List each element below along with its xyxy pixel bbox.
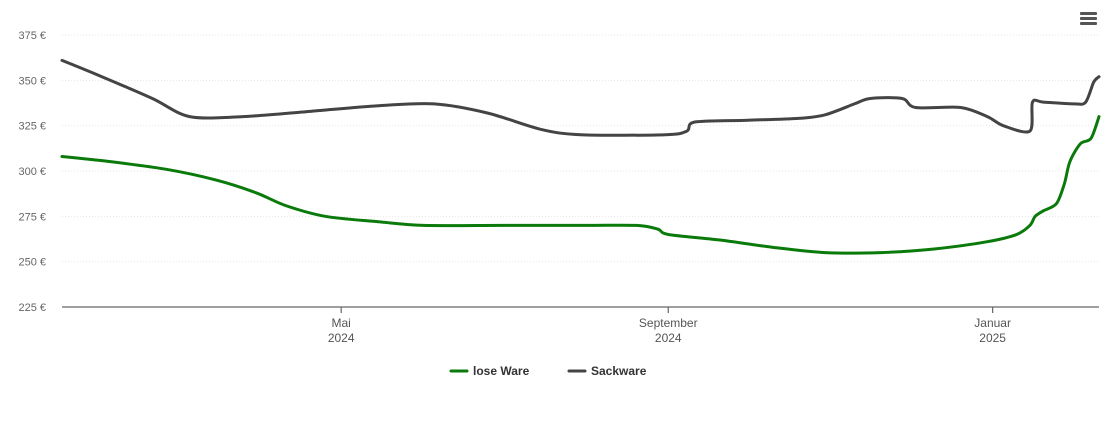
y-tick-label: 325 €: [18, 121, 46, 133]
y-tick-label: 375 €: [18, 30, 46, 42]
x-tick-label: Januar: [974, 316, 1011, 330]
x-tick-label: Mai: [332, 316, 351, 330]
menu-icon[interactable]: [1078, 12, 1098, 30]
y-tick-label: 300 €: [18, 166, 46, 178]
legend-item-1[interactable]: Sackware: [567, 364, 647, 378]
legend-label: Sackware: [591, 364, 647, 378]
y-tick-label: 275 €: [18, 211, 46, 223]
series-line-0[interactable]: [60, 115, 1101, 255]
x-tick-year-label: 2024: [328, 331, 355, 345]
x-tick-year-label: 2025: [979, 331, 1006, 345]
y-tick-label: 350 €: [18, 75, 46, 87]
x-tick-label: September: [639, 316, 698, 330]
series-line-1[interactable]: [60, 58, 1101, 137]
y-tick-label: 250 €: [18, 257, 46, 269]
y-tick-label: 225 €: [18, 302, 46, 314]
x-tick-year-label: 2024: [655, 331, 682, 345]
legend-label: lose Ware: [473, 364, 530, 378]
legend-item-0[interactable]: lose Ware: [449, 364, 530, 378]
